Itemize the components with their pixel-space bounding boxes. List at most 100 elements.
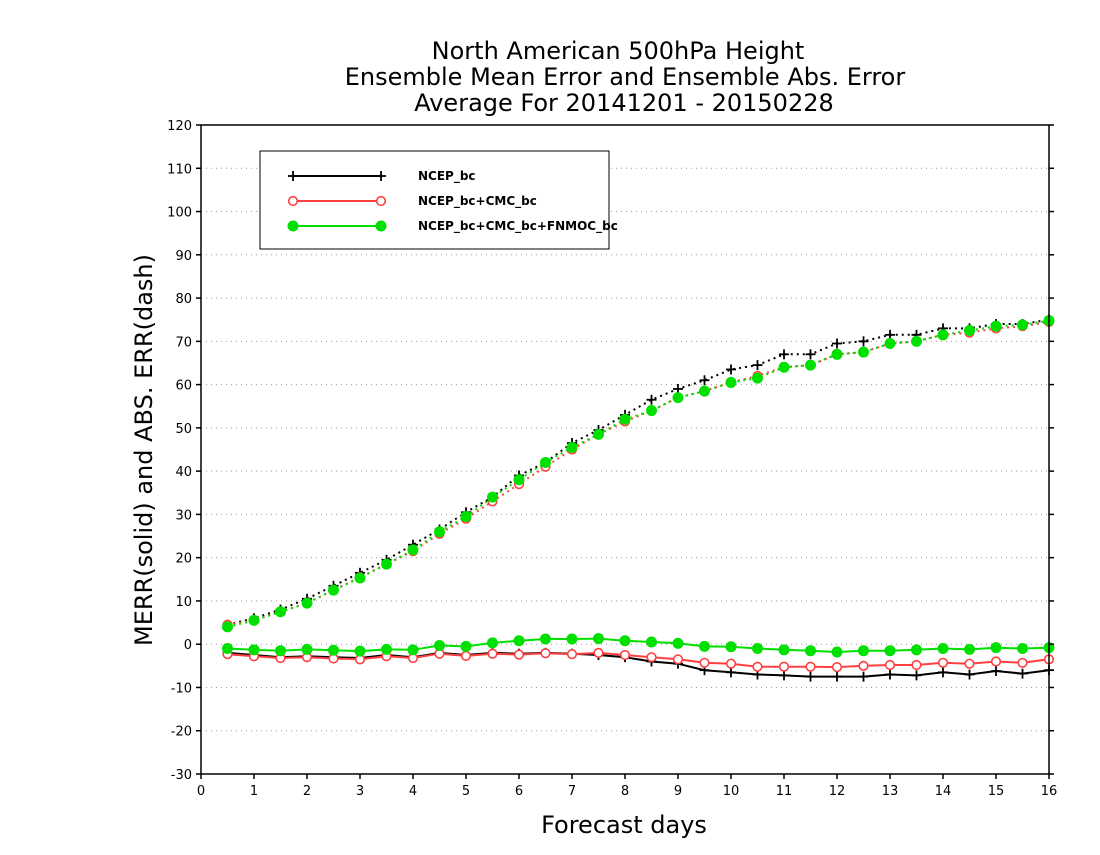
merr-point [699,640,710,652]
series-0 [222,314,1054,682]
abs-err-point [354,572,366,584]
merr-point [832,671,842,682]
abs-err-point [964,325,975,337]
y-tick-label: 120 [167,119,192,134]
y-tick-label: 110 [167,162,192,177]
abs-err-point [275,606,286,618]
x-axis-title: Forecast days [541,811,707,839]
merr-point [275,645,286,657]
merr-point [619,635,631,647]
abs-err-point [884,337,896,349]
merr-point [540,648,551,659]
merr-line [227,637,1050,654]
abs-err-point [328,584,339,596]
merr-point [990,656,1002,667]
merr-point [884,645,896,657]
merr-point [619,649,631,661]
merr-point [779,670,789,681]
merr-point [911,670,922,681]
legend-marker-start [288,171,298,181]
merr-point [990,642,1002,654]
merr-point [672,654,684,665]
legend-marker-end [376,171,386,181]
abs-err-point [805,359,816,371]
x-tick-label: 13 [882,784,899,799]
abs-err-point [487,491,498,503]
legend-marker-end [375,220,387,232]
merr-point [487,648,498,659]
merr-point [513,649,525,660]
merr-point [1017,657,1028,668]
abs-err-point [646,405,657,417]
series-layer [222,314,1055,682]
merr-point [354,645,366,657]
abs-err-point [805,349,816,360]
merr-point [646,652,657,663]
merr-point [646,636,657,648]
abs-err-point [911,335,922,347]
abs-err-point [1017,319,1028,331]
abs-err-point [752,372,763,384]
abs-err-point [646,394,657,405]
abs-err-point [937,329,949,341]
merr-point [566,649,578,660]
merr-point [831,662,843,673]
chart-title: North American 500hPa Height Ensemble Me… [345,37,906,117]
merr-point [938,667,948,678]
merr-point [911,644,922,656]
y-tick-label: 20 [175,552,192,567]
merr-point [593,647,604,658]
merr-point [752,661,763,672]
x-tick-label: 6 [515,784,523,799]
merr-point [248,644,260,656]
merr-point [1017,643,1028,655]
abs-err-point [672,392,684,404]
abs-err-point [831,348,843,360]
merr-point [460,650,472,661]
merr-point [328,644,339,656]
merr-point [937,643,949,655]
x-tick-label: 2 [303,784,311,799]
merr-point [858,671,869,682]
x-tick-label: 14 [935,784,952,799]
merr-point [699,657,710,668]
merr-point [381,643,392,655]
merr-point [487,637,498,649]
y-tick-label: 70 [175,335,192,350]
legend-label: NCEP_bc+CMC_bc [418,194,537,209]
abs-err-point [699,385,710,397]
merr-point [858,645,869,657]
abs-err-line [227,318,1050,626]
abs-err-point [301,597,313,609]
merr-point [805,645,816,657]
x-tick-label: 4 [409,784,417,799]
merr-point [805,671,816,682]
y-tick-label: 50 [175,422,192,437]
x-tick-label: 16 [1041,784,1058,799]
legend-entries: NCEP_bc NCEP_bc+CMC_bc NCEP_bc+CMC_bc+FNMO… [287,169,618,234]
y-tick-label: -10 [171,681,192,696]
abs-err-point [619,413,631,425]
merr-point [991,666,1001,677]
abs-err-line [227,319,1050,628]
y-tick-label: 100 [167,206,192,221]
x-tick-label: 3 [356,784,364,799]
merr-point [858,660,869,671]
y-tick-label: 30 [175,508,192,523]
title-line-1: North American 500hPa Height [432,37,805,65]
y-tick-label: 10 [175,595,192,610]
x-tick-label: 1 [250,784,258,799]
y-tick-label: 90 [175,249,192,264]
y-axis-title: MERR(solid) and ABS. ERR(dash) [130,254,158,646]
merr-point [725,641,737,653]
grid-layer [201,167,1049,732]
abs-err-point [248,614,260,626]
abs-err-point [779,349,789,360]
merr-point [964,643,975,655]
y-tick-label: 0 [184,638,192,653]
abs-err-point [460,511,472,523]
legend-marker-end [375,195,387,207]
series-1 [222,316,1055,673]
x-tick-label: 7 [568,784,576,799]
